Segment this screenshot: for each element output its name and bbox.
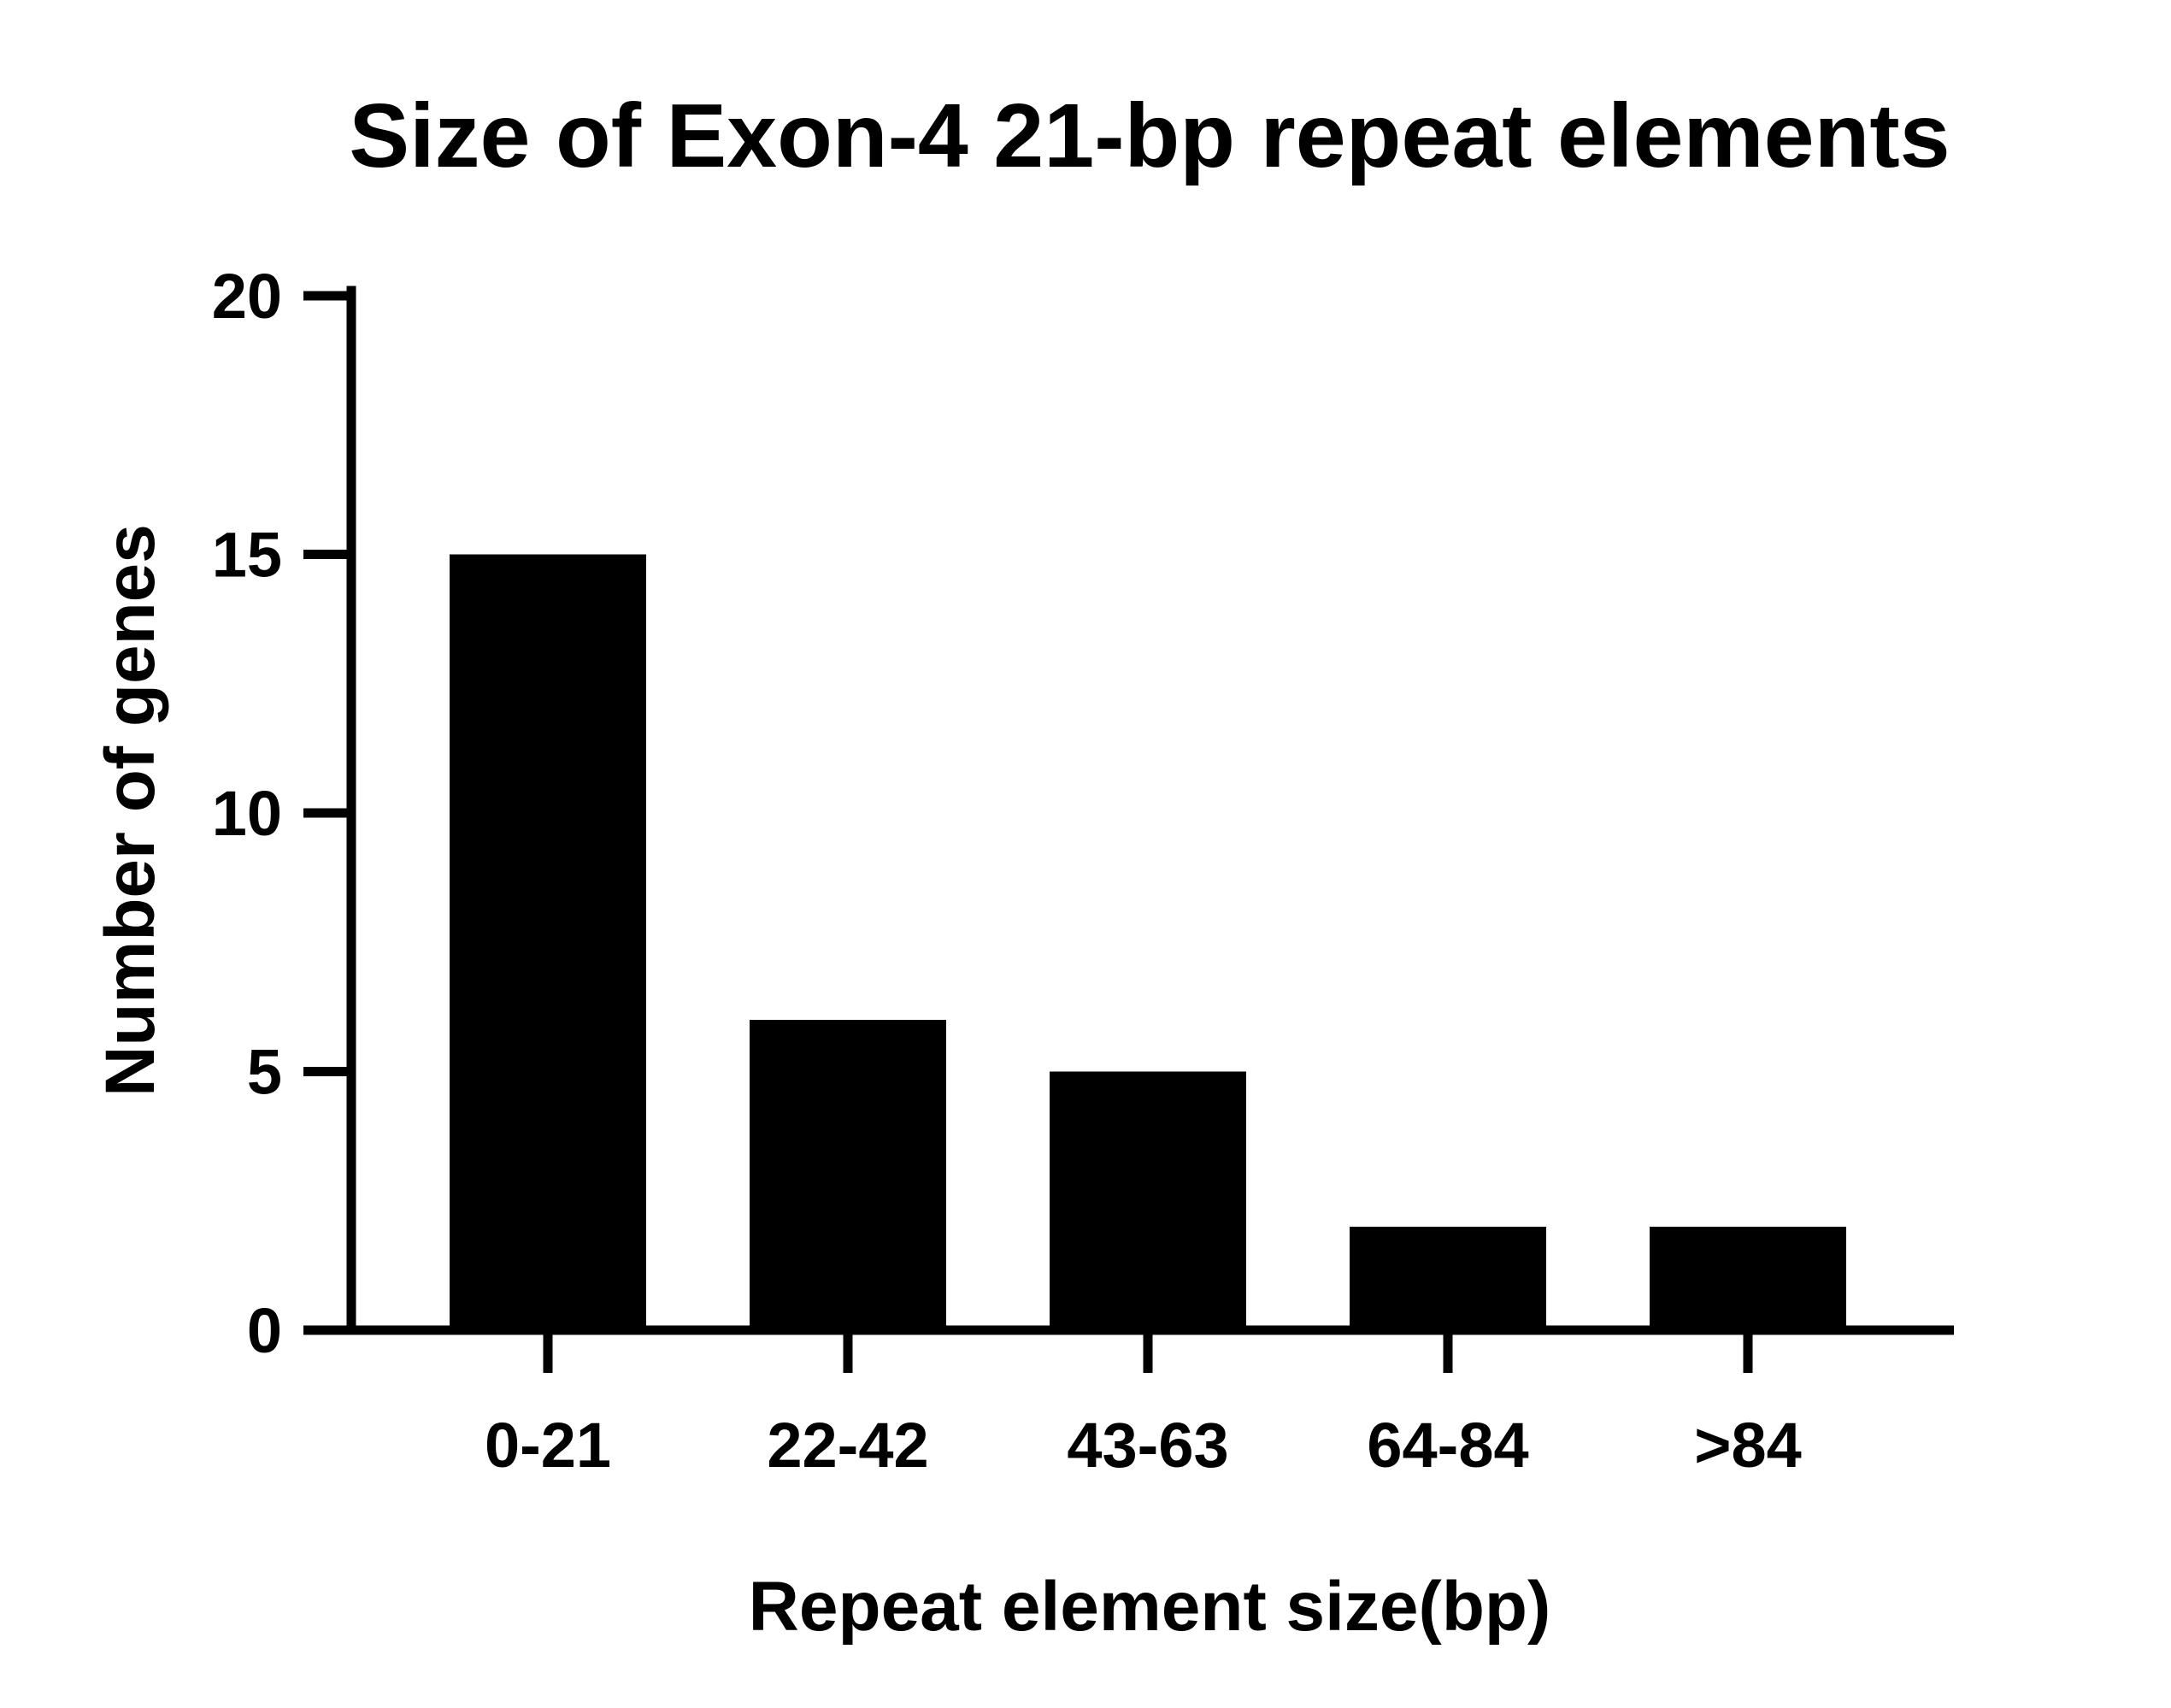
y-axis-label: Number of genes [91, 524, 169, 1097]
x-axis-label: Repeat element size(bp) [749, 1568, 1551, 1646]
chart-title: Size of Exon-4 21-bp repeat elements [349, 85, 1950, 186]
bar-3 [1350, 1227, 1546, 1330]
x-tick-label: 43-63 [1067, 1410, 1228, 1481]
bar-0 [450, 554, 646, 1330]
y-ticks: 0 5 10 15 20 [212, 261, 351, 1366]
y-tick-label: 0 [247, 1295, 282, 1366]
bar-2 [1050, 1071, 1246, 1330]
bars-layer [450, 554, 1846, 1330]
y-tick-label: 5 [247, 1037, 282, 1108]
bar-4 [1650, 1227, 1846, 1330]
x-ticks: 0-21 22-42 43-63 64-84 >84 [485, 1330, 1802, 1481]
x-tick-label: >84 [1694, 1410, 1802, 1481]
x-tick-label: 0-21 [485, 1410, 611, 1481]
y-tick-label: 15 [212, 520, 282, 591]
y-tick-label: 20 [212, 261, 282, 332]
x-tick-label: 22-42 [767, 1410, 928, 1481]
bar-1 [750, 1020, 946, 1330]
y-tick-label: 10 [212, 778, 282, 849]
x-tick-label: 64-84 [1367, 1410, 1528, 1481]
